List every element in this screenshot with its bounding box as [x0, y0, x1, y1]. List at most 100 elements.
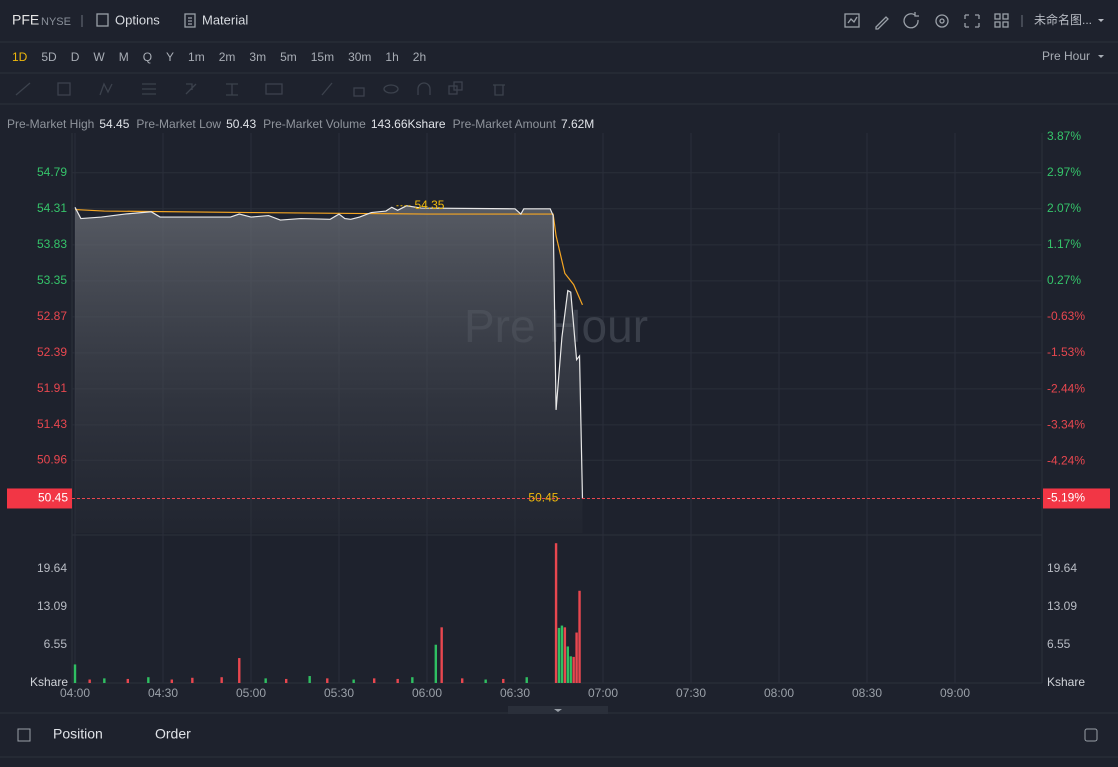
exchange: NYSE — [41, 16, 71, 28]
timeframe[interactable]: Y — [166, 50, 174, 64]
y2-tick-label: 2.97% — [1047, 165, 1081, 179]
last-price-label: 50.45 — [38, 491, 68, 505]
volume-bar — [220, 677, 223, 683]
y2-tick-label: 0.27% — [1047, 273, 1081, 287]
volume-bar — [434, 644, 437, 683]
volume-bar — [73, 664, 77, 683]
timeframe[interactable]: 3m — [249, 50, 266, 64]
panel-icon[interactable] — [1084, 728, 1098, 742]
x-tick-label: 04:00 — [60, 686, 90, 700]
stat-label: Pre-Market Amount — [453, 117, 557, 131]
volume-bar — [502, 678, 505, 683]
volume-bar — [147, 677, 150, 683]
timeframe[interactable]: 1h — [385, 50, 398, 64]
y-tick-label: 53.83 — [37, 237, 67, 251]
line-series — [74, 205, 584, 499]
timeframe[interactable]: M — [119, 50, 129, 64]
y2-tick-label: -3.34% — [1047, 418, 1085, 432]
x-tick-label: 05:00 — [236, 686, 266, 700]
y2-tick-label: -2.44% — [1047, 382, 1085, 396]
volume-bar — [308, 676, 311, 683]
stat-value: 7.62M — [561, 117, 594, 131]
y2-tick-label: -4.24% — [1047, 454, 1085, 468]
volume-tick-label: 19.64 — [1047, 561, 1077, 575]
volume-tick-label: 6.55 — [1047, 637, 1071, 651]
volume-bar — [572, 656, 575, 683]
last-change-box — [1043, 488, 1110, 509]
x-tick-label: 08:30 — [852, 686, 882, 700]
volume-tick-label: 13.09 — [37, 599, 67, 613]
volume-bar — [373, 678, 376, 683]
tab[interactable]: Order — [155, 726, 191, 742]
last-price-box — [7, 488, 72, 509]
volume-tick-label: 13.09 — [1047, 599, 1077, 613]
volume-bar — [525, 677, 528, 683]
x-tick-label: 08:00 — [764, 686, 794, 700]
volume-bar — [411, 677, 414, 683]
timeframe[interactable]: Q — [143, 50, 152, 64]
volume-bar — [575, 632, 578, 683]
volume-bar — [557, 627, 561, 683]
y-tick-label: 50.96 — [37, 452, 67, 466]
volume-bar — [170, 679, 173, 683]
volume-unit: Kshare — [30, 675, 68, 689]
last-price-tag: 50.45 — [528, 491, 558, 505]
price-area — [75, 205, 583, 533]
volume-bar — [264, 678, 267, 683]
timeframe[interactable]: 30m — [348, 50, 371, 64]
stat-label: Pre-Market High — [7, 117, 94, 131]
volume-tick-label: 19.64 — [37, 561, 67, 575]
timeframe[interactable]: D — [71, 50, 80, 64]
y-tick-label: 51.43 — [37, 417, 67, 431]
timeframe[interactable]: 1m — [188, 50, 205, 64]
volume-bar — [440, 627, 443, 683]
y2-tick-label: 3.87% — [1047, 129, 1081, 143]
y-tick-label: 52.87 — [37, 309, 67, 323]
dropdown-arrow — [1098, 55, 1104, 58]
volume-bar — [126, 678, 129, 683]
stat-value: 50.43 — [226, 117, 256, 131]
layout-name[interactable]: 未命名图... — [1034, 12, 1092, 27]
menu-item[interactable]: Material — [202, 12, 248, 27]
stat-label: Pre-Market Volume — [263, 117, 366, 131]
toolbar-icons[interactable] — [96, 12, 1009, 30]
volume-bar — [326, 678, 329, 683]
volume-bar — [88, 679, 91, 683]
menu-item[interactable]: Options — [115, 12, 160, 27]
stat-value: 143.66Kshare — [371, 117, 446, 131]
volume-bar — [560, 625, 564, 683]
session-menu[interactable]: Pre Hour — [1042, 49, 1090, 63]
volume-bar — [563, 627, 567, 683]
x-tick-label: 09:00 — [940, 686, 970, 700]
drawing-tools[interactable] — [15, 81, 505, 97]
volume-bar — [578, 590, 581, 683]
volume-bar — [484, 679, 487, 683]
high-marker: 54.35 — [414, 198, 444, 212]
timeframe[interactable]: 2h — [413, 50, 426, 64]
timeframe[interactable]: 5D — [41, 50, 57, 64]
volume-bar — [554, 543, 558, 683]
last-change-label: -5.19% — [1047, 491, 1085, 505]
volume-tick-label: 6.55 — [44, 637, 68, 651]
timeframe[interactable]: 15m — [311, 50, 334, 64]
timeframe[interactable]: 1D — [12, 50, 28, 64]
timeframe[interactable]: 2m — [219, 50, 236, 64]
x-tick-label: 07:00 — [588, 686, 618, 700]
x-tick-label: 06:30 — [500, 686, 530, 700]
scroll-arrow — [554, 709, 562, 712]
volume-bar — [569, 656, 572, 683]
y-tick-label: 52.39 — [37, 345, 67, 359]
timeframe[interactable]: W — [93, 50, 105, 64]
y2-tick-label: -1.53% — [1047, 345, 1085, 359]
timeframe[interactable]: 5m — [280, 50, 297, 64]
x-tick-label: 07:30 — [676, 686, 706, 700]
volume-bar — [103, 678, 106, 683]
tab[interactable]: Position — [53, 726, 103, 742]
y2-tick-label: 2.07% — [1047, 201, 1081, 215]
y-tick-label: 51.91 — [37, 381, 67, 395]
y-tick-label: 53.35 — [37, 273, 67, 287]
panel-icon[interactable] — [17, 728, 31, 742]
symbol: PFE — [12, 12, 39, 28]
